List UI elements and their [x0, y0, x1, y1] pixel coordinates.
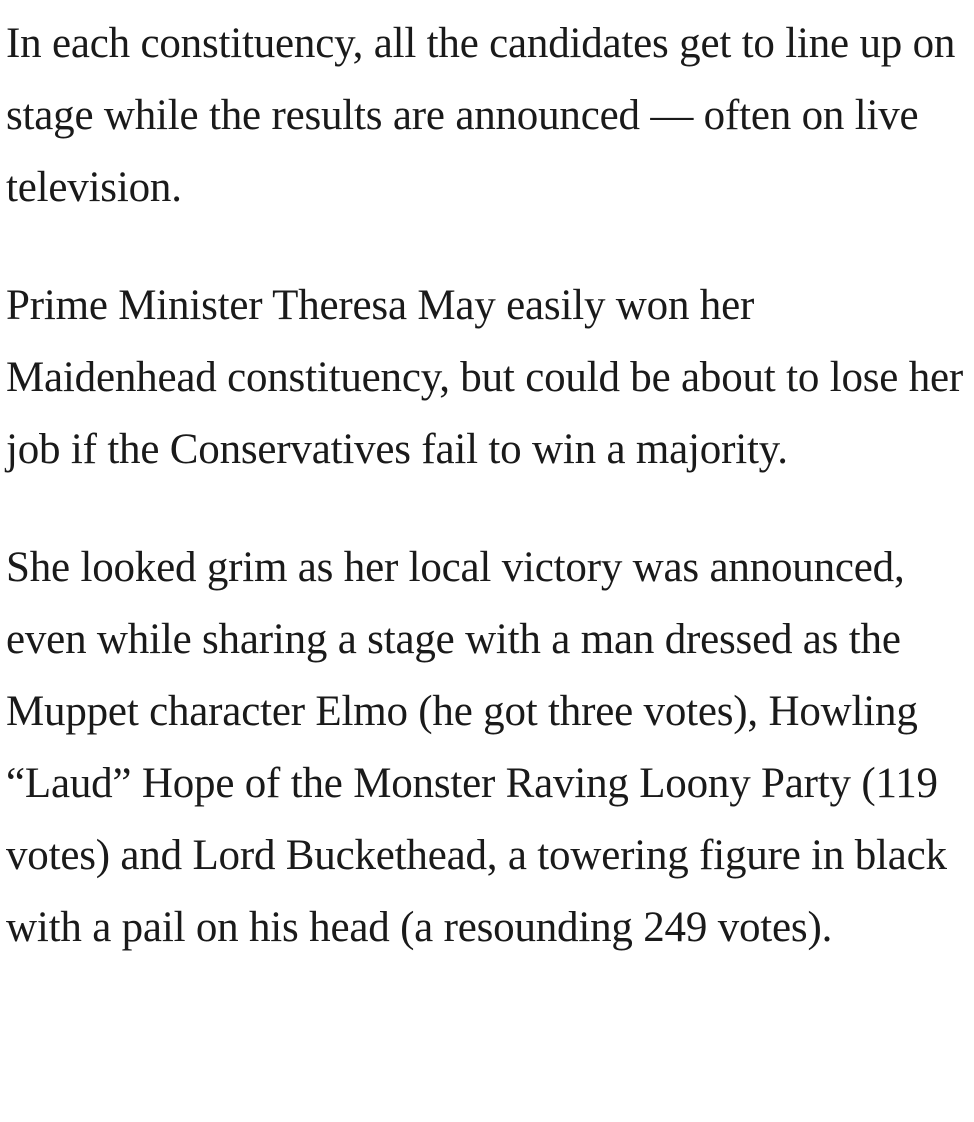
- article-paragraph: She looked grim as her local victory was…: [6, 544, 947, 951]
- article-paragraph: In each constituency, all the candidates…: [6, 20, 956, 211]
- article-body: In each constituency, all the candidates…: [6, 8, 968, 964]
- article-paragraph: Prime Minister Theresa May easily won he…: [6, 282, 964, 473]
